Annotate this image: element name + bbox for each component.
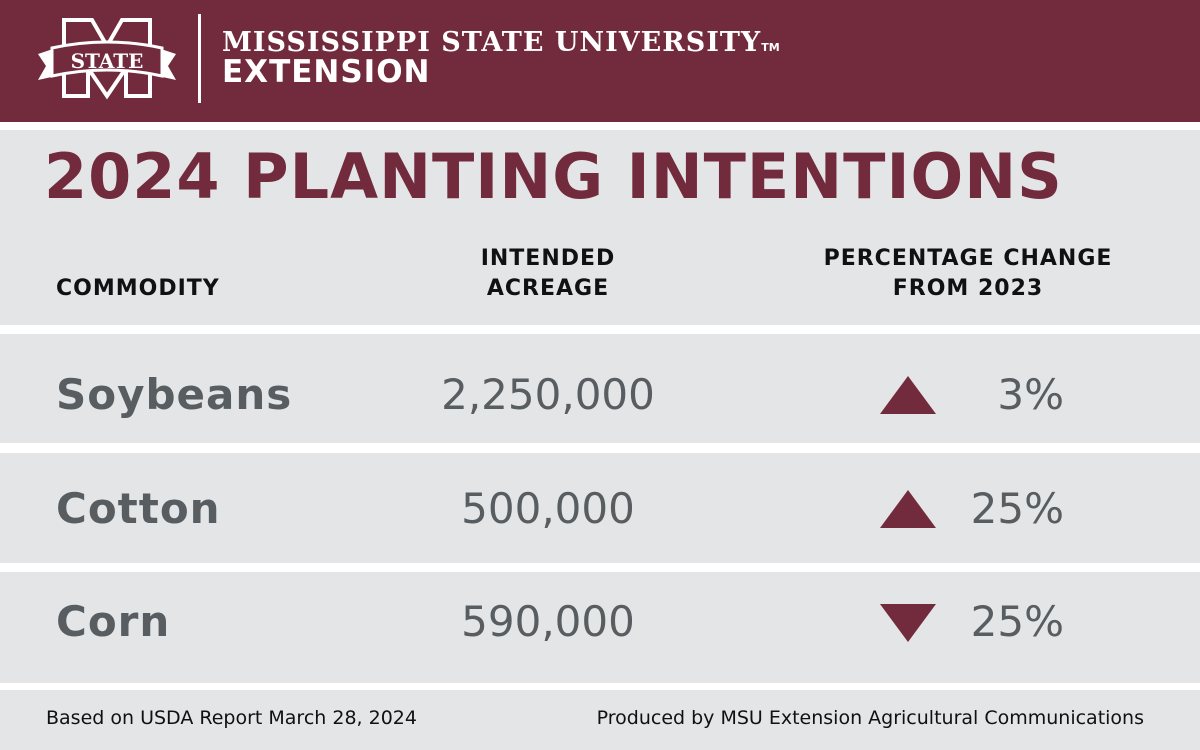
acreage-cell: 2,250,000: [441, 370, 655, 419]
footer: [0, 690, 1200, 750]
commodity-cell: Soybeans: [56, 370, 293, 419]
page-title: 2024 PLANTING INTENTIONS: [44, 140, 1063, 213]
commodity-cell: Cotton: [56, 484, 221, 533]
change-cell: 25%: [970, 597, 1064, 646]
header-banner: STATE MISSISSIPPI STATE UNIVERSITYTM EXT…: [0, 0, 1200, 122]
source-note: Based on USDA Report March 28, 2024: [46, 707, 417, 729]
arrow-up-icon: [880, 376, 936, 414]
column-header-commodity: COMMODITY: [56, 276, 220, 301]
change-cell: 3%: [997, 370, 1064, 419]
acreage-cell: 500,000: [461, 484, 635, 533]
title-section: [0, 130, 1200, 325]
column-header-acreage: INTENDED ACREAGE: [480, 246, 616, 301]
arrow-down-icon: [880, 604, 936, 642]
column-header-change: PERCENTAGE CHANGE FROM 2023: [823, 246, 1113, 301]
msu-state-logo: STATE: [38, 18, 176, 100]
credit-note: Produced by MSU Extension Agricultural C…: [596, 707, 1144, 729]
commodity-cell: Corn: [56, 597, 171, 646]
org-subname: EXTENSION: [222, 54, 431, 90]
org-name: MISSISSIPPI STATE UNIVERSITYTM: [222, 27, 780, 58]
table-row: [0, 334, 1200, 443]
arrow-up-icon: [880, 490, 936, 528]
table-row: [0, 572, 1200, 683]
header-divider: [198, 14, 201, 103]
change-cell: 25%: [970, 484, 1064, 533]
acreage-cell: 590,000: [461, 597, 635, 646]
svg-text:STATE: STATE: [71, 49, 144, 73]
table-row: [0, 453, 1200, 563]
